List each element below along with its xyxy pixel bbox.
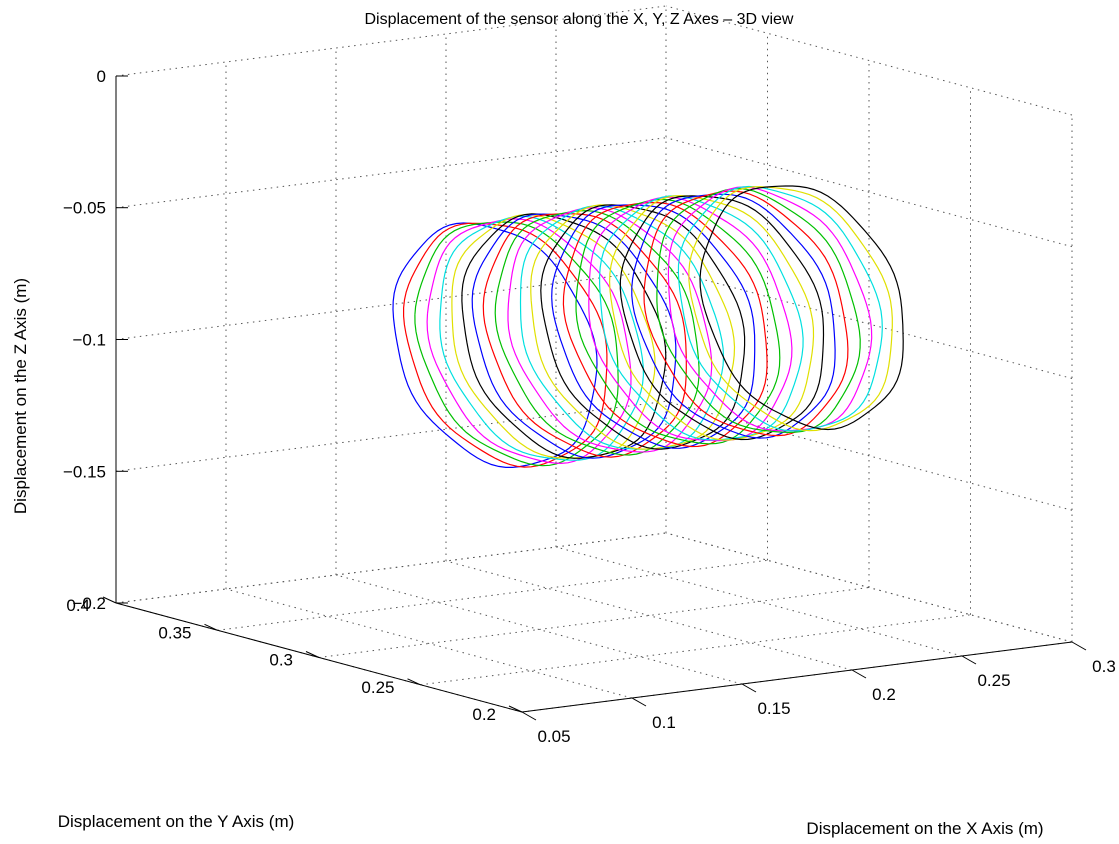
x-tick-label: 0.25 xyxy=(977,671,1010,690)
floor-grid-line xyxy=(445,560,853,671)
z-tick-label: −0.05 xyxy=(63,199,106,218)
x-tick-mark xyxy=(521,711,537,721)
x-axis-label: Displacement on the X Axis (m) xyxy=(806,819,1043,838)
data-loop xyxy=(507,207,713,453)
y-tick-label: 0.4 xyxy=(66,596,90,615)
grid-lines xyxy=(115,5,1073,713)
x-tick-mark xyxy=(631,697,647,707)
data-loop xyxy=(426,218,632,465)
data-loop xyxy=(677,185,883,432)
back-grid-line xyxy=(115,400,667,472)
x-tick-label: 0.05 xyxy=(537,727,570,746)
floor-grid-line xyxy=(225,588,633,699)
x-tick-mark xyxy=(851,669,867,679)
data-loop xyxy=(699,185,904,431)
floor-grid-line xyxy=(318,587,870,658)
y-tick-mark xyxy=(102,596,117,604)
side-grid-line xyxy=(665,400,1073,511)
data-loop xyxy=(608,194,815,441)
z-tick-label: −0.15 xyxy=(63,462,106,481)
floor-grid-line xyxy=(217,559,768,631)
side-grid-line xyxy=(665,269,1073,379)
data-loop xyxy=(619,195,825,441)
z-tick-label: −0.2 xyxy=(72,594,106,613)
data-loop xyxy=(482,213,687,458)
z-tick-label: 0 xyxy=(97,67,106,86)
side-grid-line xyxy=(665,137,1073,248)
axis-lines xyxy=(102,75,1087,721)
x-tick-label: 0.15 xyxy=(757,699,790,718)
data-loop xyxy=(540,204,746,450)
chart-title: Displacement of the sensor along the X, … xyxy=(365,11,794,28)
data-loop xyxy=(643,190,849,437)
data-loop xyxy=(667,186,873,432)
data-loop xyxy=(631,193,836,439)
data-loop xyxy=(461,213,667,459)
data-loop xyxy=(551,204,756,449)
x-tick-mark xyxy=(741,683,757,693)
y-tick-mark xyxy=(508,705,523,713)
floor-grid-line xyxy=(420,614,971,686)
y-tick-mark xyxy=(407,678,421,686)
side-grid-line xyxy=(665,5,1073,116)
y-tick-label: 0.3 xyxy=(269,651,293,670)
data-loop xyxy=(575,198,781,445)
data-loop xyxy=(599,195,804,441)
z-axis-label: Displacement on the Z Axis (m) xyxy=(11,278,30,514)
y-tick-mark xyxy=(305,651,320,658)
data-loop xyxy=(403,222,608,468)
data-loop xyxy=(562,201,768,448)
data-loop xyxy=(439,215,645,461)
data-loops xyxy=(392,185,904,468)
data-loop xyxy=(471,213,677,459)
y-tick-label: 0.2 xyxy=(472,705,496,724)
back-grid-line xyxy=(115,137,667,209)
tick-labels: 0.050.10.150.20.250.30.20.250.30.350.4−0… xyxy=(63,67,1116,746)
y-tick-label: 0.35 xyxy=(158,623,191,642)
x-tick-label: 0.3 xyxy=(1092,657,1116,676)
data-loop xyxy=(656,187,861,434)
x-tick-label: 0.1 xyxy=(652,713,676,732)
y-tick-label: 0.25 xyxy=(361,678,394,697)
x-tick-mark xyxy=(961,655,977,665)
x-axis-line xyxy=(521,641,1073,713)
data-loop xyxy=(588,196,793,442)
side-grid-line xyxy=(665,532,1073,643)
z-tick-label: −0.1 xyxy=(72,331,106,350)
back-grid-line xyxy=(115,5,667,77)
y-tick-mark xyxy=(204,623,218,631)
floor-grid-line xyxy=(555,546,963,657)
x-tick-label: 0.2 xyxy=(872,685,896,704)
data-loop xyxy=(688,186,893,432)
floor-grid-line xyxy=(335,574,743,685)
x-tick-mark xyxy=(1071,641,1087,651)
data-loop xyxy=(414,221,619,467)
y-axis-label: Displacement on the Y Axis (m) xyxy=(58,812,295,831)
data-loop xyxy=(392,222,598,468)
data-loop xyxy=(530,204,736,450)
back-grid-line xyxy=(115,532,667,604)
back-grid-line xyxy=(115,269,667,340)
